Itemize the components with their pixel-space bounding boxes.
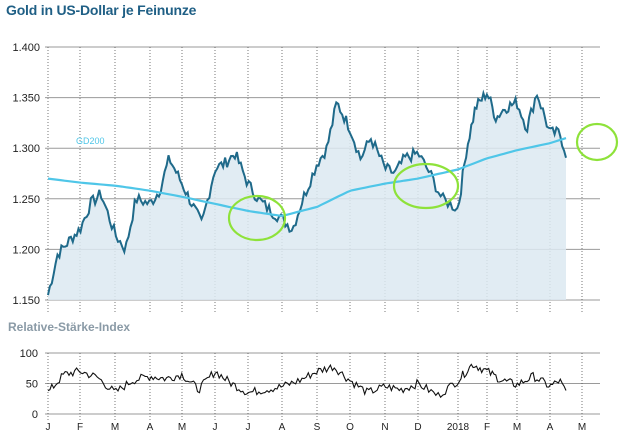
- gd200-label: GD200: [76, 136, 105, 146]
- gd200-line: [47, 137, 567, 218]
- main-ytick-label-3: 1.300: [12, 143, 40, 155]
- main-ytick-label-0: 1.150: [12, 295, 40, 307]
- month-label-13: F: [484, 422, 490, 433]
- highlight-circle-0: [227, 194, 287, 242]
- gold-price-area: [48, 93, 566, 300]
- month-label-11: D: [414, 422, 421, 433]
- rsi-chart-title: Relative-Stärke-Index: [8, 320, 131, 334]
- main-ytick-label-2: 1.250: [12, 194, 40, 206]
- highlight-circle-1: [392, 162, 460, 210]
- chart-title: Gold in US-Dollar je Feinunze: [6, 2, 197, 18]
- month-label-14: M: [513, 422, 521, 433]
- month-label-6: J: [246, 422, 251, 433]
- main-ytick-label-5: 1.400: [12, 42, 40, 54]
- month-label-4: M: [178, 422, 186, 433]
- month-label-1: F: [77, 422, 83, 433]
- main-ytick-label-4: 1.350: [12, 93, 40, 105]
- month-label-7: A: [279, 422, 286, 433]
- rsi-line: [47, 363, 567, 399]
- month-label-9: O: [346, 422, 354, 433]
- rsi-ytick-label-1: 50: [26, 379, 38, 391]
- month-label-10: N: [381, 422, 388, 433]
- gold-price-line: [47, 89, 567, 296]
- month-label-0: J: [46, 422, 51, 433]
- month-label-2: M: [111, 422, 119, 433]
- rsi-ytick-label-2: 100: [20, 348, 38, 360]
- month-label-3: A: [147, 422, 154, 433]
- rsi-ytick-label-0: 0: [32, 409, 38, 421]
- month-label-16: M: [578, 422, 586, 433]
- month-label-5: J: [213, 422, 218, 433]
- month-label-8: S: [314, 422, 321, 433]
- highlight-circle-2: [575, 122, 619, 162]
- month-label-12: 2018: [447, 422, 470, 433]
- month-label-15: A: [547, 422, 554, 433]
- main-ytick-label-1: 1.200: [12, 244, 40, 256]
